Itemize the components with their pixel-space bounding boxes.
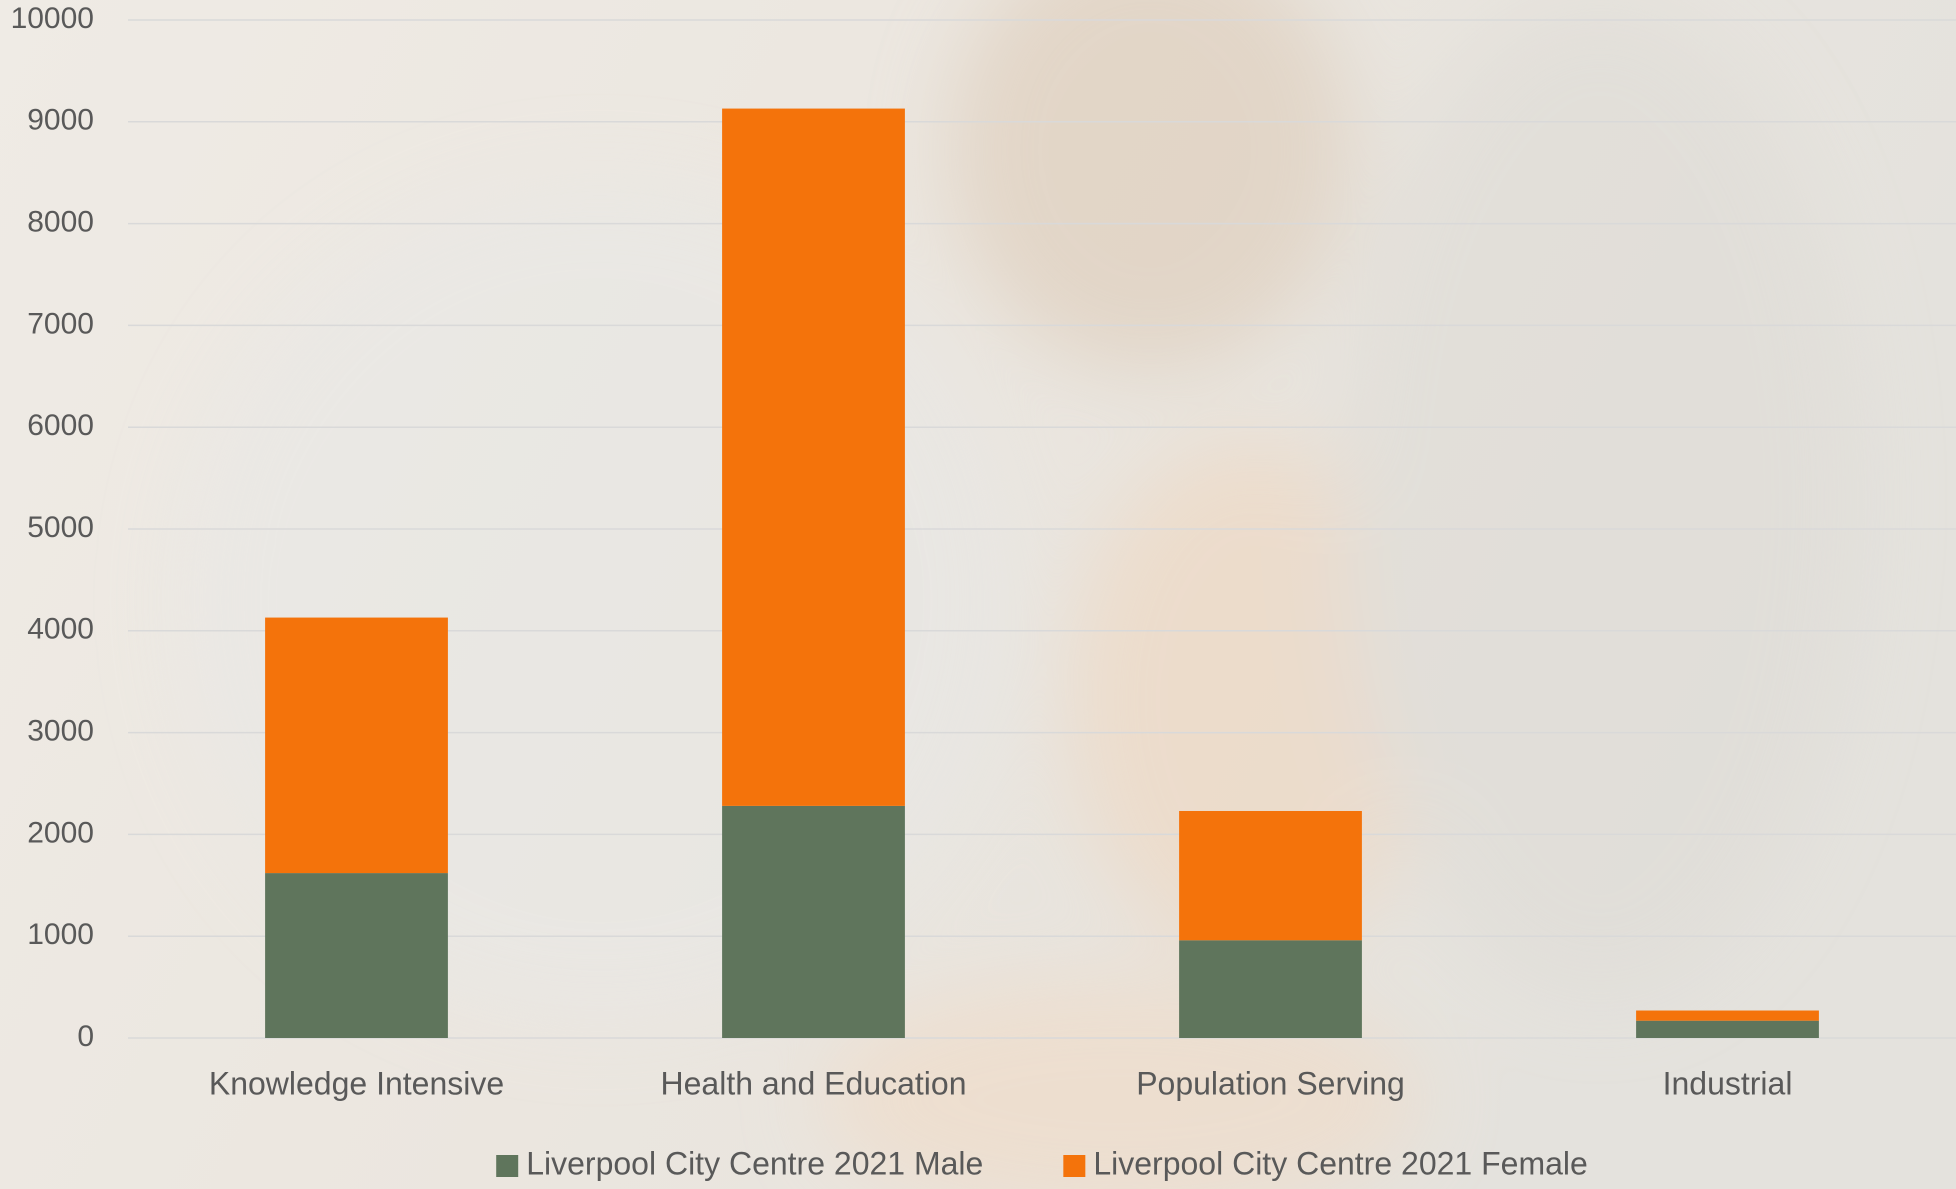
x-tick-label: Knowledge Intensive [209,1065,504,1101]
y-tick-label: 2000 [27,816,94,849]
bar-segment [1179,811,1362,940]
chart: 0 1000 2000 3000 4000 5000 6000 7000 8000 9000 100… [0,0,1956,1189]
y-tick-label: 10000 [11,2,94,35]
y-tick-label: 7000 [27,307,94,340]
legend-swatch [496,1155,518,1177]
y-tick-label: 4000 [27,613,94,646]
bar-segment [722,109,905,806]
bar-segment [265,618,448,874]
y-tick-label: 8000 [27,206,94,239]
y-tick-label: 5000 [27,511,94,544]
page: {"chart_data": {"type": "stacked_bar", "… [0,0,1956,1189]
legend-swatch [1063,1155,1085,1177]
y-tick-label: 6000 [27,409,94,442]
x-tick-label: Health and Education [661,1065,967,1101]
bar-segment [1636,1011,1819,1021]
bar-segment [265,873,448,1038]
y-tick-label: 0 [77,1020,94,1053]
bar-segment [722,806,905,1038]
x-tick-label: Industrial [1663,1065,1793,1101]
x-tick-label: Population Serving [1136,1065,1405,1101]
legend-label: Liverpool City Centre 2021 Male [526,1145,983,1181]
bar-segment [1636,1021,1819,1038]
bar-segment [1179,940,1362,1038]
legend-label: Liverpool City Centre 2021 Female [1093,1145,1587,1181]
y-tick-label: 3000 [27,715,94,748]
y-tick-label: 1000 [27,918,94,951]
y-tick-label: 9000 [27,104,94,137]
